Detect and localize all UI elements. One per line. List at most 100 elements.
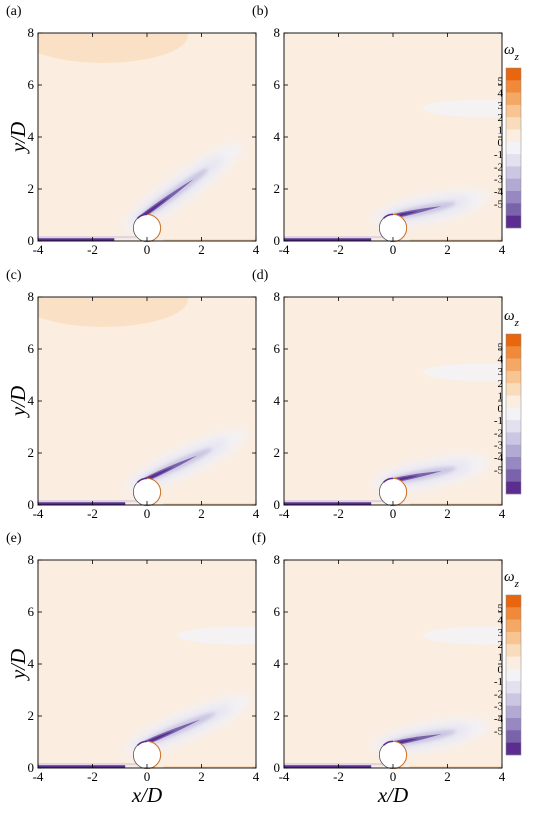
y-tick-label: 0: [274, 497, 281, 512]
colorbar-swatch: [506, 191, 521, 204]
colorbar-swatch: [506, 203, 521, 216]
x-tick-label: -4: [279, 506, 290, 521]
x-tick-label: 0: [144, 242, 151, 257]
colorbar-swatch: [506, 693, 521, 706]
colorbar-level-label: 0: [498, 403, 504, 415]
y-tick-label: 0: [28, 497, 35, 512]
x-tick-label: -4: [279, 242, 290, 257]
y-tick-label: 2: [274, 445, 281, 460]
y-tick-label: 6: [274, 77, 281, 92]
cylinder-surface-negative: [136, 477, 148, 483]
colorbar-level-label: 3: [498, 366, 504, 378]
colorbar-title-subscript: z: [514, 578, 520, 590]
colorbar-level-label: -5: [494, 198, 504, 210]
colorbar-level-label: 4: [498, 88, 504, 100]
y-axis-label: y/D: [6, 649, 30, 681]
panel-label: (e): [6, 531, 22, 546]
x-axis-label: x/D: [377, 783, 408, 807]
contour-field: [284, 297, 502, 505]
wall-vorticity-streak: [284, 765, 372, 768]
panel-label: (c): [6, 268, 22, 283]
colorbar-swatch: [506, 166, 521, 179]
weak-negative-band: [422, 363, 502, 382]
colorbar-swatch: [506, 104, 521, 118]
wall-vorticity-halo: [38, 236, 137, 239]
y-tick-label: 6: [28, 77, 35, 92]
contour-field: [38, 560, 256, 768]
y-tick-label: 6: [274, 604, 281, 619]
y-tick-label: 2: [274, 708, 281, 723]
y-tick-label: 4: [28, 656, 35, 671]
x-tick-label: -2: [87, 242, 98, 257]
colorbar-swatch: [506, 117, 521, 130]
colorbar-swatch: [506, 395, 521, 409]
colorbar-level-label: 1: [498, 391, 504, 403]
positive-vorticity-lobe: [38, 33, 188, 63]
weak-negative-band: [422, 99, 502, 118]
colorbar-level-label: 5: [498, 341, 504, 353]
y-tick-label: 0: [28, 760, 35, 775]
colorbar-swatch: [506, 668, 521, 682]
colorbar-swatch: [506, 80, 521, 93]
y-tick-label: 2: [28, 708, 35, 723]
y-tick-label: 0: [28, 233, 35, 248]
colorbar-swatch: [506, 420, 521, 433]
colorbar-level-label: -2: [494, 688, 503, 700]
colorbar-swatch: [506, 154, 521, 167]
downstream-wall-streak: [163, 503, 256, 505]
cylinder-surface-negative: [136, 213, 148, 219]
colorbar-swatch: [506, 432, 521, 445]
colorbar-level-label: 3: [498, 627, 504, 639]
x-tick-label: 4: [499, 769, 506, 784]
y-axis-label: y/D: [6, 122, 30, 154]
colorbar-level-label: -5: [494, 464, 504, 476]
cylinder-surface-negative: [382, 213, 394, 219]
y-tick-label: 8: [274, 25, 281, 40]
contour-field: [38, 33, 256, 241]
x-axis-label: x/D: [131, 783, 162, 807]
colorbar-level-label: -3: [494, 701, 504, 713]
colorbar-level-label: -4: [494, 186, 504, 198]
colorbar-level-label: -4: [494, 713, 504, 725]
colorbar-swatch: [506, 383, 521, 396]
downstream-wall-streak: [409, 239, 502, 241]
x-tick-label: 0: [144, 769, 151, 784]
colorbar-level-label: -4: [494, 452, 504, 464]
colorbar-swatch: [506, 370, 521, 384]
colorbar-swatch: [506, 68, 521, 81]
colorbar-level-label: -5: [494, 725, 504, 737]
x-tick-label: -2: [333, 242, 344, 257]
colorbar-level-label: 2: [498, 639, 504, 651]
colorbar-level-label: -1: [494, 676, 503, 688]
colorbar-swatch: [506, 358, 521, 372]
colorbar-swatch: [506, 730, 521, 743]
x-tick-label: -4: [33, 242, 44, 257]
x-tick-label: -2: [333, 506, 344, 521]
colorbar-level-label: 1: [498, 652, 504, 664]
downstream-wall-streak: [409, 766, 502, 768]
positive-vorticity-lobe: [38, 297, 188, 327]
x-tick-label: -2: [87, 769, 98, 784]
colorbar-frame: [505, 333, 522, 495]
colorbar-swatch: [506, 742, 521, 756]
cylinder-surface-negative: [382, 740, 394, 746]
x-tick-label: 4: [499, 506, 506, 521]
y-tick-label: 8: [274, 552, 281, 567]
downstream-wall-streak: [163, 239, 256, 241]
cylinder-surface-negative: [136, 740, 148, 746]
y-tick-label: 2: [28, 181, 35, 196]
y-tick-label: 8: [28, 552, 35, 567]
colorbar-swatch: [506, 656, 521, 670]
x-tick-label: 0: [390, 506, 397, 521]
x-tick-label: 0: [390, 242, 397, 257]
y-tick-label: 4: [28, 129, 35, 144]
panel-label: (b): [252, 4, 269, 19]
contour-field: [38, 297, 256, 505]
y-tick-label: 6: [28, 604, 35, 619]
y-tick-label: 8: [28, 289, 35, 304]
